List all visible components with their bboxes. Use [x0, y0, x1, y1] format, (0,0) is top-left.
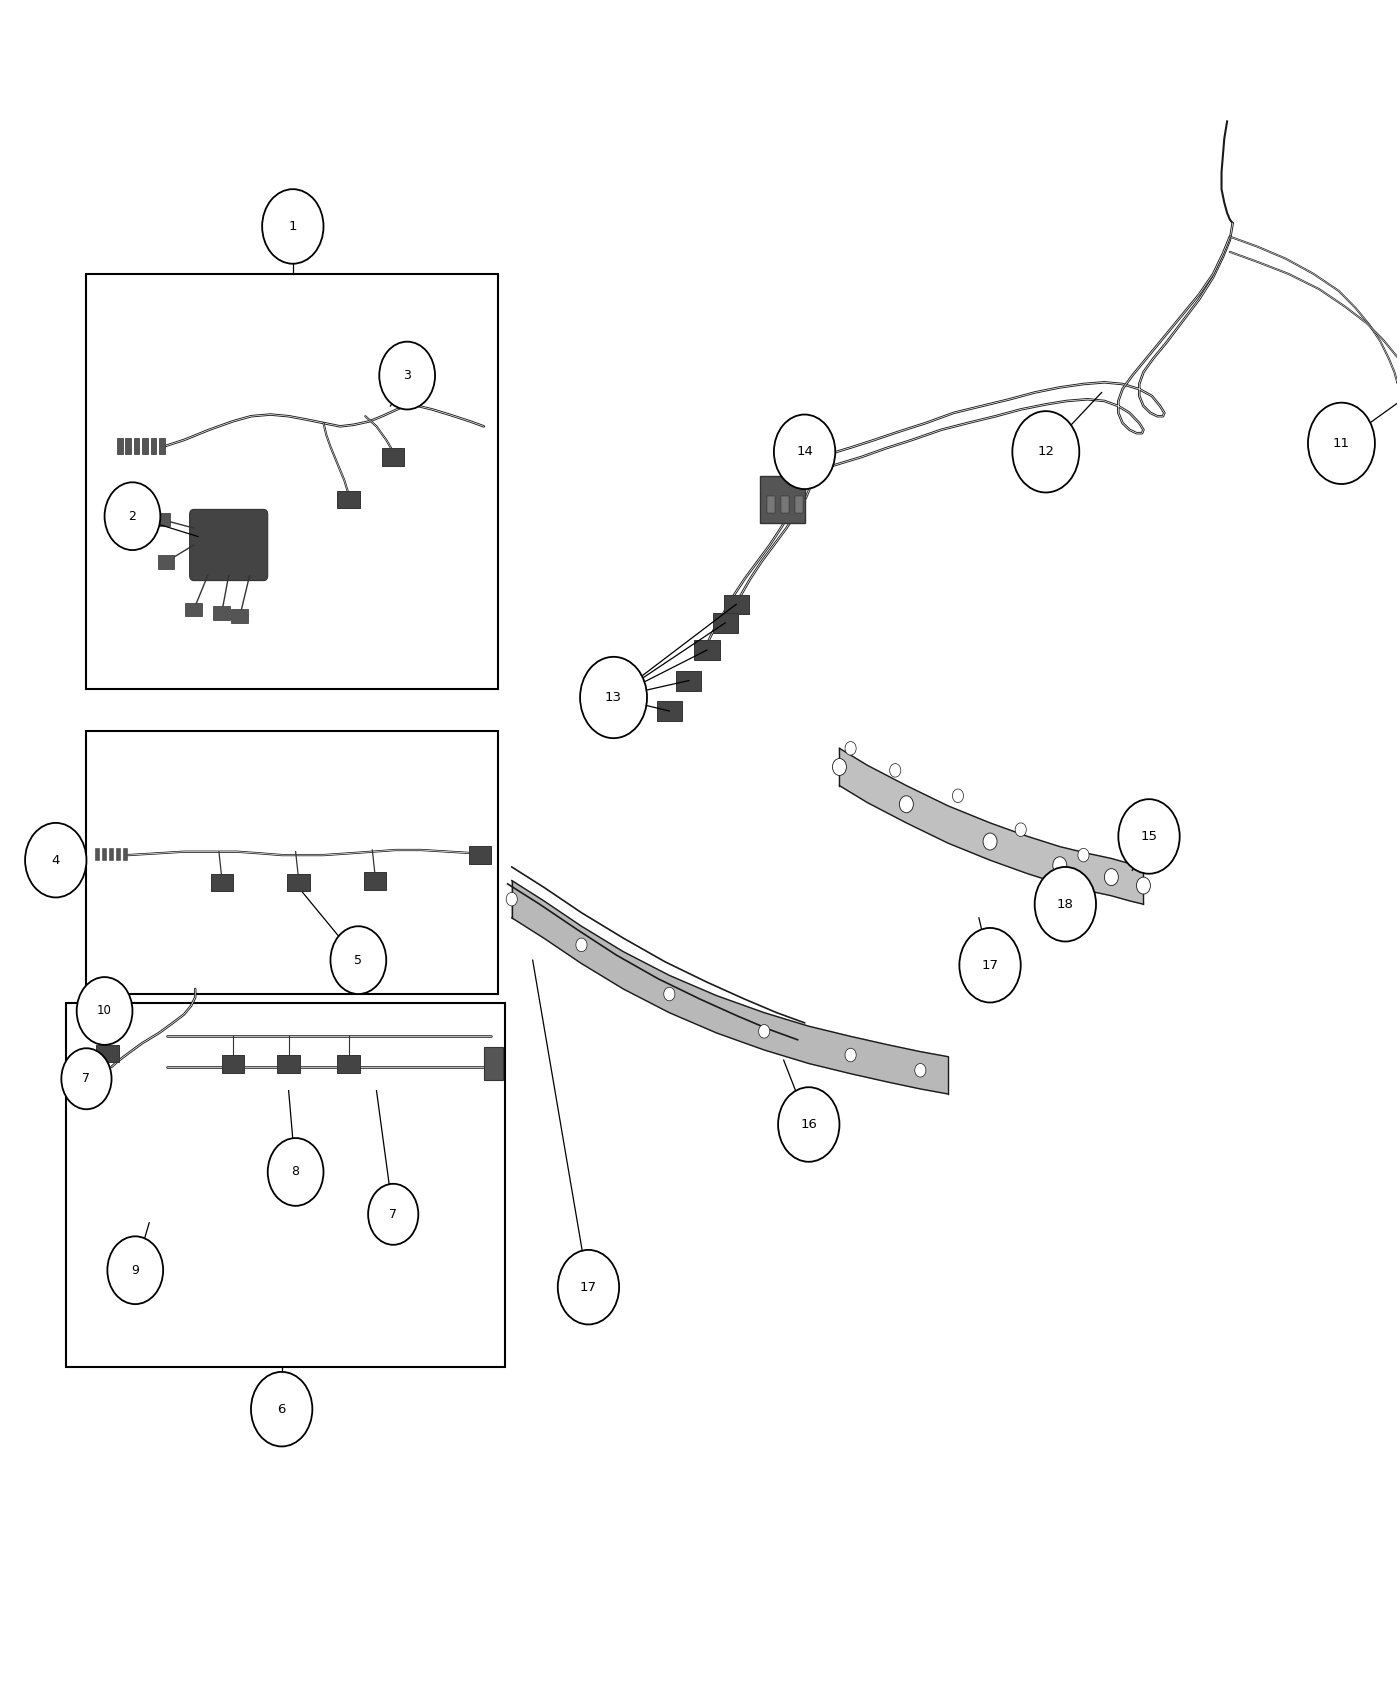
Text: 11: 11 — [1333, 437, 1350, 451]
Circle shape — [774, 415, 836, 490]
Circle shape — [833, 758, 847, 775]
Circle shape — [25, 823, 87, 898]
FancyBboxPatch shape — [189, 510, 267, 581]
Bar — [102, 848, 106, 860]
Text: 9: 9 — [132, 1263, 139, 1277]
Bar — [221, 1056, 244, 1073]
Circle shape — [557, 1250, 619, 1324]
Bar — [364, 872, 386, 889]
Bar — [676, 672, 701, 690]
Bar — [151, 439, 157, 454]
Text: 12: 12 — [1037, 445, 1054, 459]
Text: 4: 4 — [52, 853, 60, 867]
Circle shape — [62, 1049, 112, 1110]
Circle shape — [379, 342, 435, 410]
Bar — [337, 491, 360, 508]
Bar — [95, 848, 99, 860]
Circle shape — [914, 1064, 925, 1078]
Text: 6: 6 — [277, 1402, 286, 1416]
Bar — [277, 1056, 300, 1073]
Circle shape — [664, 988, 675, 1001]
Bar — [213, 605, 230, 619]
Text: 17: 17 — [981, 959, 998, 972]
Bar — [713, 614, 738, 632]
Bar — [123, 848, 127, 860]
Circle shape — [959, 928, 1021, 1003]
Circle shape — [267, 1137, 323, 1205]
Bar — [231, 609, 248, 622]
Text: 18: 18 — [1057, 898, 1074, 911]
Circle shape — [846, 1049, 857, 1062]
Circle shape — [952, 789, 963, 802]
Bar — [134, 439, 140, 454]
Bar — [87, 274, 498, 688]
Bar — [87, 731, 498, 994]
Bar — [767, 496, 776, 513]
Bar — [382, 449, 405, 466]
Circle shape — [1035, 867, 1096, 942]
Bar — [126, 439, 132, 454]
Circle shape — [507, 892, 518, 906]
Bar — [154, 513, 171, 527]
Polygon shape — [512, 881, 948, 1095]
Bar — [97, 1046, 119, 1062]
Circle shape — [899, 796, 913, 813]
Circle shape — [1308, 403, 1375, 484]
Text: 14: 14 — [797, 445, 813, 459]
Text: 5: 5 — [354, 954, 363, 967]
Bar — [337, 1056, 360, 1073]
Bar — [158, 556, 174, 570]
Circle shape — [778, 1088, 840, 1161]
Circle shape — [251, 1372, 312, 1447]
Circle shape — [1053, 857, 1067, 874]
Bar — [469, 847, 491, 864]
Bar — [118, 439, 123, 454]
Circle shape — [368, 1183, 419, 1244]
Bar — [160, 439, 165, 454]
Circle shape — [1137, 877, 1151, 894]
Bar — [116, 848, 120, 860]
Circle shape — [1012, 411, 1079, 493]
Bar — [781, 496, 790, 513]
Bar — [109, 848, 113, 860]
Circle shape — [580, 656, 647, 738]
Bar — [724, 595, 749, 614]
Bar — [694, 641, 720, 660]
Text: 7: 7 — [83, 1073, 91, 1085]
Circle shape — [846, 741, 857, 755]
Text: 10: 10 — [97, 1005, 112, 1018]
Text: 1: 1 — [288, 219, 297, 233]
Circle shape — [1105, 869, 1119, 886]
Circle shape — [77, 977, 133, 1046]
Circle shape — [575, 938, 587, 952]
Bar — [185, 602, 202, 615]
Text: 3: 3 — [403, 369, 412, 382]
Text: 8: 8 — [291, 1166, 300, 1178]
Bar — [143, 439, 148, 454]
Bar — [287, 874, 309, 891]
Circle shape — [1078, 848, 1089, 862]
Polygon shape — [840, 748, 1144, 904]
Text: 13: 13 — [605, 690, 622, 704]
Circle shape — [105, 483, 161, 551]
Text: 2: 2 — [129, 510, 136, 522]
Circle shape — [759, 1025, 770, 1039]
Circle shape — [262, 189, 323, 264]
Circle shape — [1119, 799, 1180, 874]
Bar — [484, 1047, 504, 1081]
Text: 15: 15 — [1141, 830, 1158, 843]
Text: 17: 17 — [580, 1280, 596, 1294]
Circle shape — [983, 833, 997, 850]
Bar — [210, 874, 232, 891]
Circle shape — [889, 763, 900, 777]
Bar — [795, 496, 804, 513]
Circle shape — [330, 927, 386, 994]
Bar — [657, 702, 682, 721]
Bar — [66, 1003, 505, 1367]
Bar — [760, 476, 805, 524]
Circle shape — [108, 1236, 164, 1304]
Text: 7: 7 — [389, 1207, 398, 1221]
Text: 16: 16 — [801, 1119, 818, 1131]
Circle shape — [1015, 823, 1026, 836]
